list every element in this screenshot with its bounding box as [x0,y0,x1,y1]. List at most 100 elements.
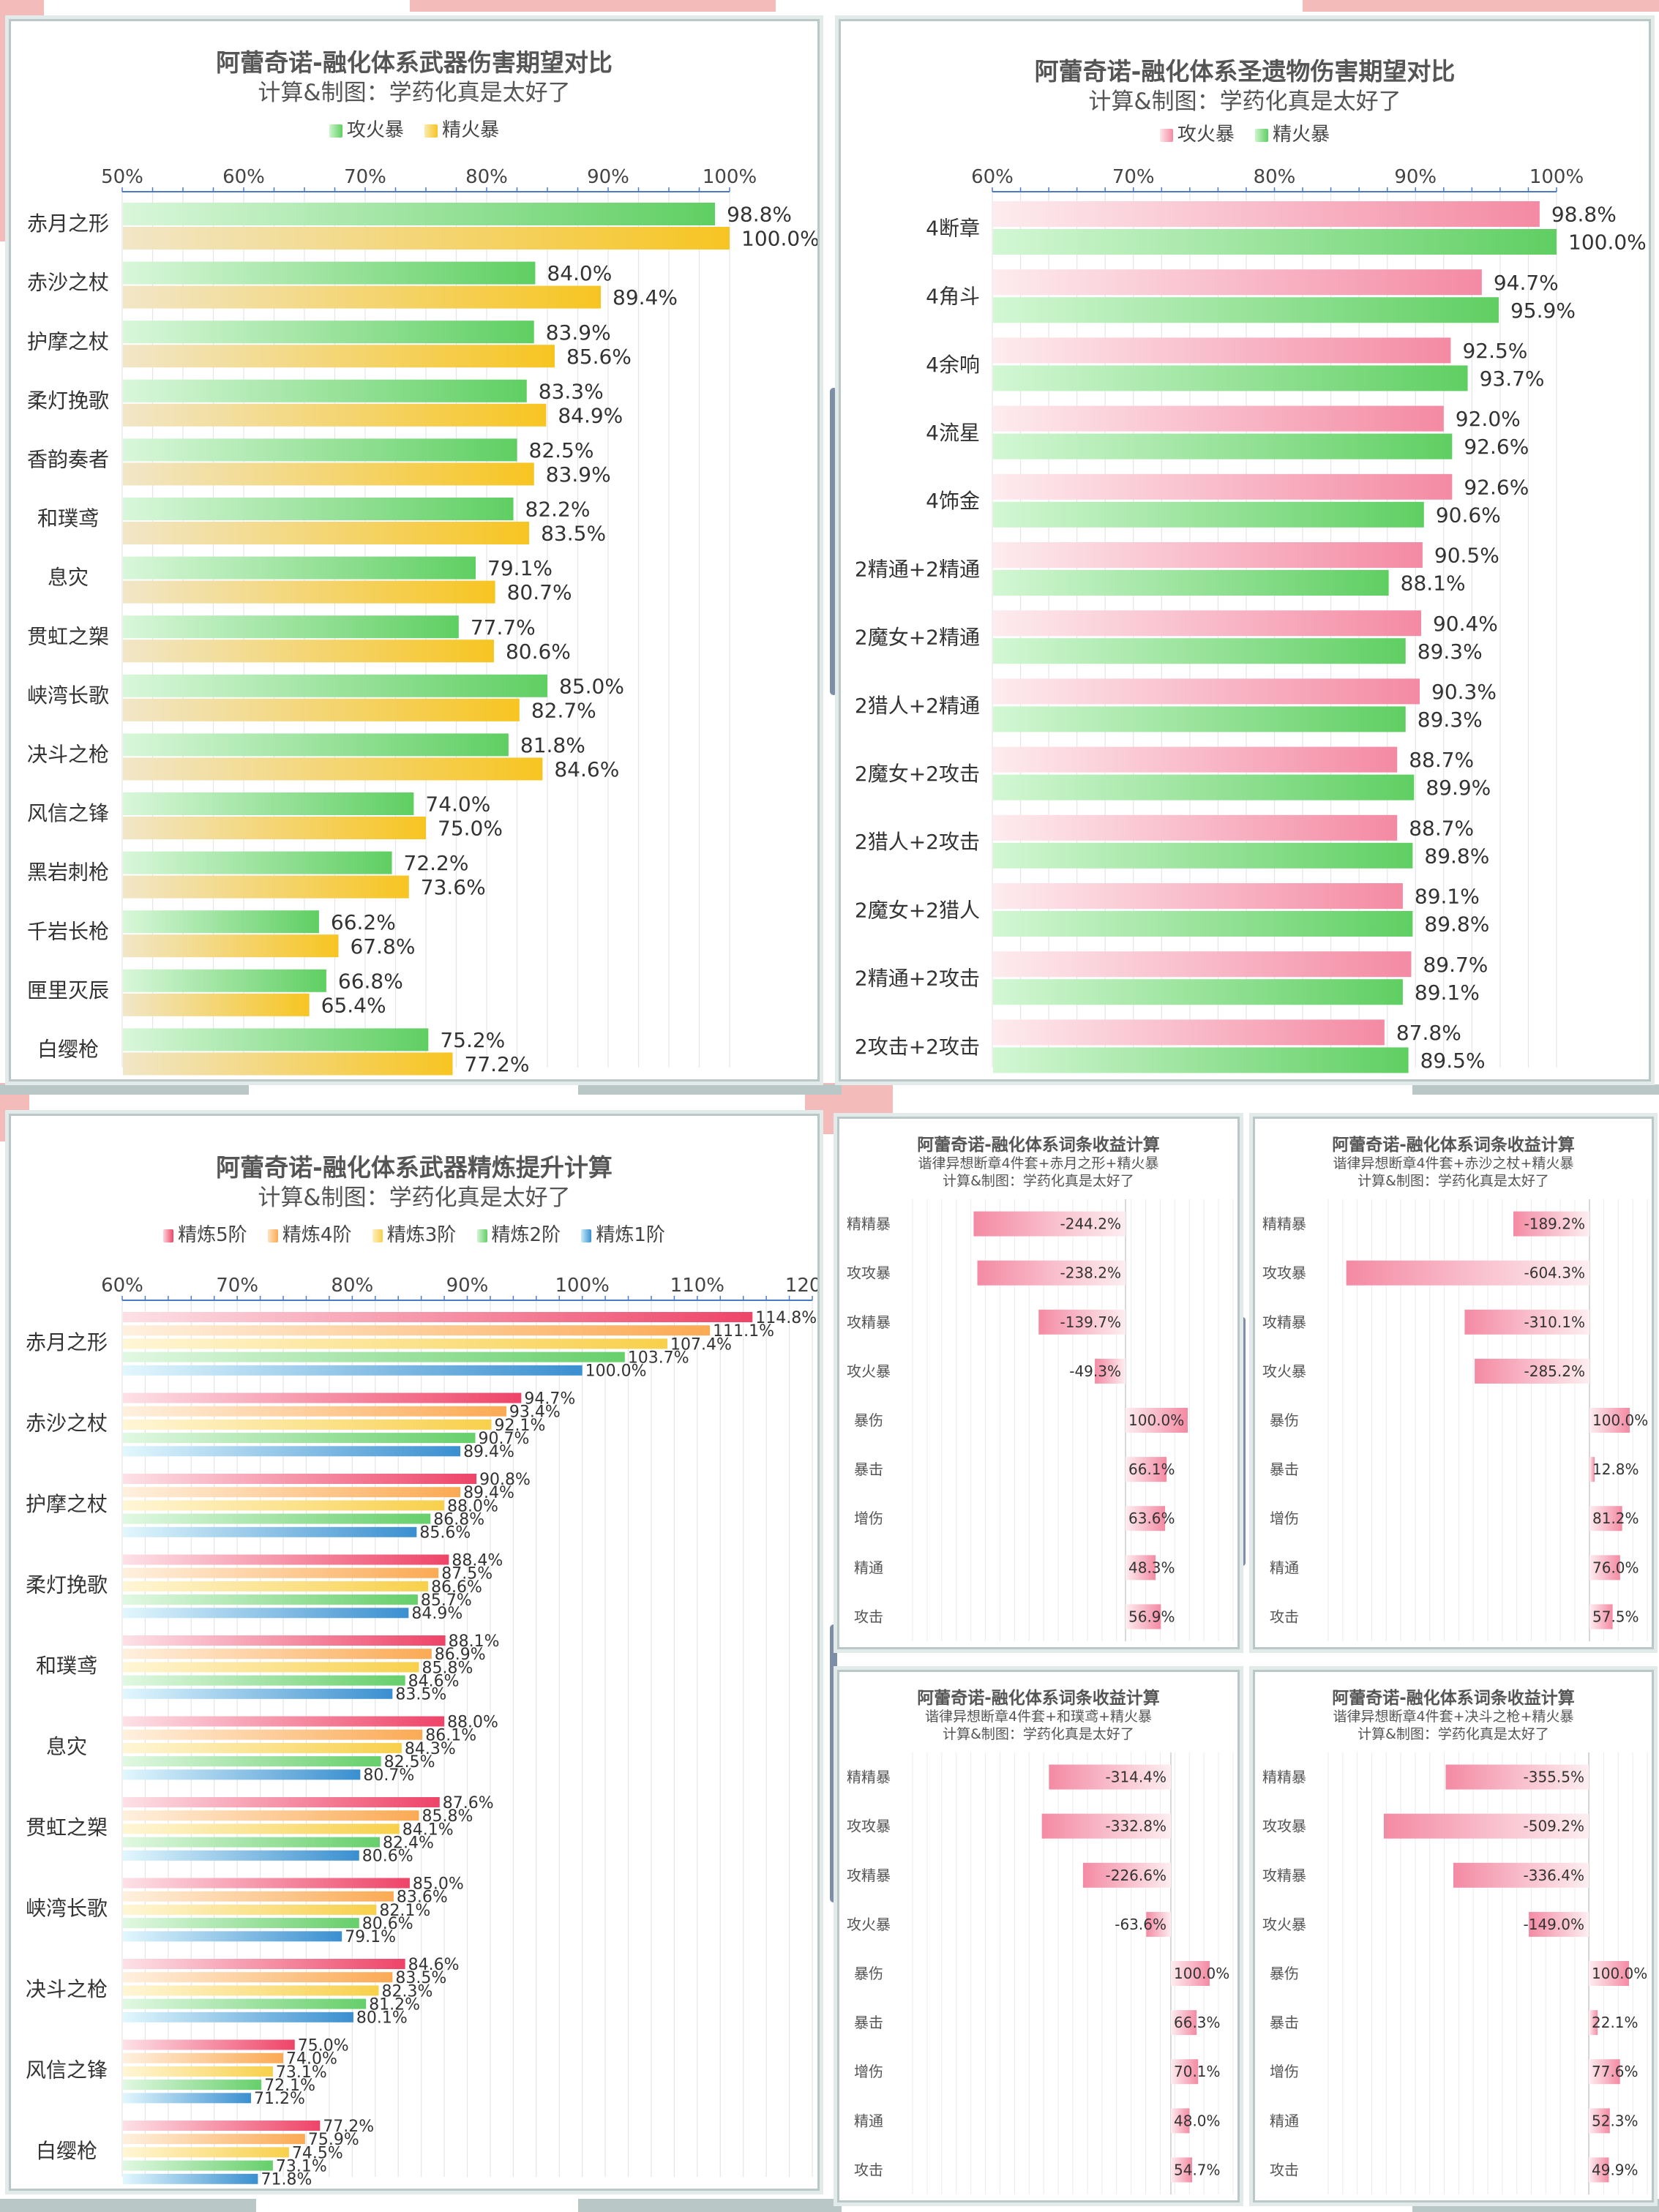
data-label: 75.0% [298,2036,349,2055]
data-label: 83.5% [395,1686,446,1704]
data-label: 80.7% [363,1766,414,1785]
chart-subtitle: 谐律异想断章4件套+赤沙之杖+精火暴 [1333,1155,1574,1171]
bar [1171,1961,1210,1986]
chart-title: 阿蕾奇诺-融化体系圣遗物伤害期望对比 [1034,57,1456,86]
category-label: 2精通+2精通 [855,557,980,581]
data-label: 66.8% [338,969,403,993]
data-label: 90.7% [479,1430,530,1448]
legend-label: 精炼5阶 [178,1224,247,1246]
bar [1445,1764,1589,1790]
chart-gain-2: 精精暴 -189.2% 攻攻暴 -604.3% 攻精暴 -310.1% 攻火暴 -285.2%… [1262,1199,1648,1641]
data-label: 71.8% [261,2171,312,2189]
bar [123,993,310,1016]
bar [123,1581,429,1591]
category-label: 暴击 [854,2014,883,2031]
data-label: 89.3% [1418,708,1483,732]
bar [1529,1911,1589,1937]
category-label: 攻击 [1270,2161,1299,2178]
data-label: 86.1% [425,1727,476,1745]
bar [123,2173,258,2184]
decor-grey-bottom-mid [578,2199,842,2212]
data-label: 89.5% [1420,1049,1486,1073]
bar [1038,1309,1126,1335]
category-label: 柔灯挽歌 [26,1573,108,1597]
category-label: 攻攻暴 [1262,1264,1306,1282]
bar [123,379,527,402]
category-label: 2精通+2攻击 [855,967,980,991]
data-label: 98.8% [1551,203,1617,227]
data-label: -509.2% [1524,1818,1584,1835]
data-label: 74.0% [425,792,490,817]
bar [123,757,543,781]
data-label: 89.4% [463,1484,514,1502]
category-label: 4余响 [926,353,980,377]
bar [1383,1813,1589,1839]
legend-item: 精炼3阶 [372,1220,456,1247]
category-label: 4角斗 [926,285,980,309]
bar [1589,1604,1613,1630]
data-label: 100.0% [1128,1411,1184,1429]
data-label: 89.8% [1424,912,1489,937]
bar [993,570,1389,596]
data-label: 87.8% [1396,1021,1461,1045]
legend-item: 精炼5阶 [163,1220,247,1247]
chart-subtitle: 计算&制图：学药化真是太好了 [258,80,571,106]
data-label: 95.9% [1510,299,1576,323]
legend-swatch [424,124,438,138]
bar [123,227,730,250]
bar [123,1878,410,1889]
bar [123,1649,432,1660]
decor-blue-bar-1 [830,388,837,695]
bar [1589,1555,1620,1581]
data-label: 89.8% [1424,844,1489,868]
data-label: 83.6% [397,1889,448,1907]
bar [123,615,459,639]
bar [1589,1408,1630,1433]
bar [123,1406,506,1417]
data-label: 93.4% [509,1403,561,1422]
bar [993,1019,1385,1046]
data-label: 52.3% [1592,2112,1639,2129]
data-label: 100.0% [1568,230,1647,255]
data-label: 77.6% [1592,2063,1639,2080]
legend-item: 精火暴 [1255,119,1330,146]
data-label: 89.1% [1415,981,1480,1005]
bar [123,438,517,462]
data-label: -149.0% [1524,1916,1584,1933]
data-label: 85.8% [422,1807,473,1826]
category-label: 峡湾长歌 [26,1897,108,1921]
data-label: 48.0% [1174,2112,1221,2129]
bar [1171,2010,1197,2036]
bar [993,337,1451,364]
category-label: 精通 [854,2112,883,2129]
bar [123,1351,625,1362]
category-label: 攻火暴 [847,1362,891,1380]
bar [123,2134,305,2145]
data-label: 48.3% [1128,1559,1175,1576]
data-label: 77.7% [471,615,536,640]
legend-item: 精炼2阶 [476,1220,561,1247]
category-label: 护摩之杖 [27,329,109,353]
bar [123,640,494,663]
data-label: 88.7% [1409,748,1474,772]
bar [1171,2157,1192,2183]
bar [123,1972,393,1983]
data-label: -139.7% [1060,1313,1121,1331]
bar [123,817,426,839]
bar [123,674,547,697]
bar [123,1028,429,1051]
legend-swatch [267,1229,278,1242]
bar [123,1554,449,1565]
legend-item: 精火暴 [424,115,499,142]
chart-legend: 攻火暴 精火暴 [11,115,817,142]
x-tick-label: 90% [446,1275,489,1297]
bar [123,2147,289,2158]
bar [123,1891,394,1902]
data-label: 77.2% [323,2118,374,2136]
data-label: 80.6% [362,1848,413,1866]
panel-gain-2: 阿蕾奇诺-融化体系词条收益计算 谐律异想断章4件套+赤沙之杖+精火暴 计算&制图… [1249,1113,1658,1653]
category-label: 和璞鸢 [36,1654,97,1678]
bar [123,261,536,285]
category-label: 4流星 [926,421,980,445]
legend-swatch [329,124,342,138]
